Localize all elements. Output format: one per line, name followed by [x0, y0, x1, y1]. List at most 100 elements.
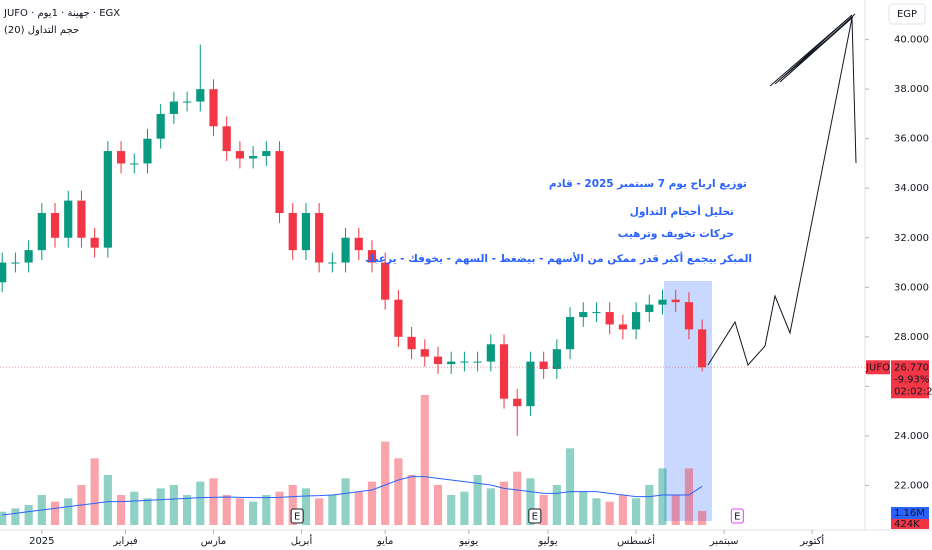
volume-bar: [24, 505, 33, 525]
volume-bar: [473, 475, 482, 525]
volume-ma-tag: [891, 507, 929, 519]
y-tick-label: 38.000: [894, 84, 929, 95]
candle-body: [499, 344, 509, 399]
candle-body: [130, 163, 139, 165]
x-tick-label: 2025: [29, 536, 54, 547]
candle-body: [354, 237, 363, 251]
volume-bar: [90, 458, 99, 525]
volume-bar: [618, 495, 627, 525]
annotation: المبكر بيجمع أكبر قدر ممكن من الأسهم - ب…: [365, 251, 752, 265]
candle-body: [262, 151, 271, 157]
volume-bar: [156, 488, 165, 525]
volume-bar: [275, 491, 284, 525]
earnings-label: E: [734, 512, 740, 523]
volume-bar: [288, 485, 297, 525]
candle-body: [671, 299, 680, 303]
y-tick-label: 34.000: [894, 183, 929, 194]
y-tick-label: 28.000: [894, 332, 929, 343]
candle-body: [196, 89, 205, 102]
volume-bar: [235, 498, 245, 525]
volume-bar: [103, 475, 112, 525]
volume-bar: [433, 485, 443, 525]
candle-body: [24, 250, 33, 263]
candle-body: [447, 361, 456, 365]
volume-bar: [328, 495, 337, 525]
candle-body: [11, 262, 20, 264]
volume-bar: [354, 491, 363, 525]
earnings-label: E: [294, 512, 300, 523]
volume-bar: [592, 498, 601, 525]
candle-body: [275, 151, 284, 213]
x-tick-label: أبريل: [291, 534, 313, 547]
y-tick-label: 22.000: [894, 480, 929, 491]
volume-bar: [645, 485, 654, 525]
earnings-marker: [290, 508, 304, 524]
symbol-label: JUFO: [865, 362, 890, 373]
candle-body: [539, 361, 548, 370]
volume-bar: [486, 488, 495, 525]
volume-bar: [262, 495, 271, 525]
chart-title: JUFO · جهينة · 1يوم · EGX: [3, 8, 120, 19]
y-tick-label: 24.000: [894, 431, 929, 442]
candle-body: [605, 312, 614, 325]
y-tick-label: 40.000: [894, 35, 929, 46]
forecast-drawing: [707, 17, 857, 366]
x-tick-label: فبراير: [112, 536, 138, 547]
candle-body: [407, 336, 416, 350]
volume-bar: [698, 510, 707, 525]
currency-box[interactable]: [888, 3, 926, 25]
candle-body: [526, 361, 535, 407]
earnings-marker: [730, 508, 744, 524]
volume-bar: [315, 498, 324, 525]
volume-bar: [460, 491, 469, 525]
volume-bar: [671, 495, 680, 525]
volume-bar: [11, 508, 20, 525]
candle-body: [90, 237, 99, 248]
candle-body: [235, 151, 245, 159]
volume-bar: [579, 491, 588, 525]
x-tick-label: مايو: [376, 536, 393, 547]
volume-bar: [632, 498, 641, 525]
candle-body: [156, 113, 165, 139]
candle-body: [315, 212, 324, 263]
candle-body: [222, 126, 231, 152]
candle-body: [460, 361, 469, 363]
x-tick-label: يونيو: [458, 536, 478, 547]
x-tick-label: أكتوبر: [799, 534, 824, 547]
price-label: 26.770: [894, 362, 929, 373]
annotations: توزيع ارباح يوم 7 سبتمبر 2025 - قادم تحل…: [365, 178, 752, 265]
annotation: حركات تخويف وترهيب: [618, 228, 734, 240]
volume-bar: [526, 478, 535, 525]
volume-bar: [222, 495, 231, 525]
volume-bar: [684, 468, 694, 525]
volume-bar: [447, 495, 456, 525]
volume-bar: [169, 485, 178, 525]
volume-bar: [249, 501, 258, 525]
forecast-drawing: [769, 13, 856, 87]
volume-bar: [565, 448, 575, 525]
annotation: تحليل أحجام التداول: [630, 204, 734, 218]
candle-body: [618, 324, 627, 330]
volume-ma-line: [2, 476, 703, 516]
candle-body: [658, 299, 667, 305]
candle-body: [37, 212, 46, 251]
volume-bar: [513, 471, 522, 525]
volume-bar: [420, 395, 429, 525]
volume-bar: [658, 468, 667, 525]
candle-body: [328, 262, 337, 264]
volume-bar: [552, 485, 561, 525]
volume-bar: [367, 481, 377, 525]
volume-bar: [539, 495, 548, 525]
volume-label: 424K: [894, 519, 920, 530]
y-tick-label: 36.000: [894, 134, 929, 145]
currency: EGP: [897, 9, 917, 20]
y-tick-label: 32.000: [894, 233, 929, 244]
candle-body: [50, 212, 60, 238]
candle-body: [249, 156, 258, 159]
volume-bar: [381, 441, 390, 525]
candle-body: [486, 344, 495, 362]
symbol-tag: [866, 360, 890, 375]
candle-body: [169, 101, 178, 114]
countdown-label: 02:02:25: [894, 386, 932, 397]
volume-bar: [605, 501, 614, 525]
